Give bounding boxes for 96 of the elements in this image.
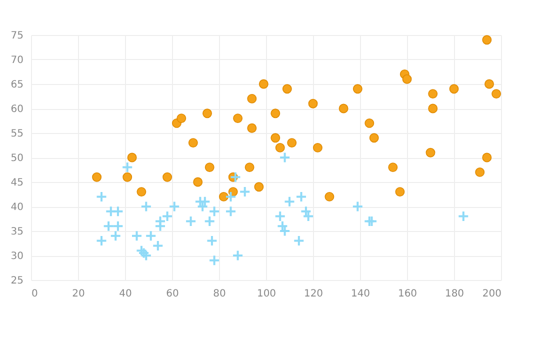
point (145, 230, 157, 242)
point (270, 133, 280, 143)
point (168, 200, 180, 212)
x-tick-label: 0 (32, 288, 38, 300)
x-tick-label: 40 (119, 288, 132, 300)
point (188, 138, 198, 148)
point (364, 118, 374, 128)
x-tick-label: 160 (398, 288, 418, 300)
point (492, 89, 502, 99)
point (395, 187, 405, 197)
point (296, 190, 307, 202)
point (275, 142, 285, 152)
point (239, 186, 251, 198)
y-tick-label: 50 (10, 153, 24, 164)
point (204, 162, 214, 172)
point (162, 172, 172, 182)
point (258, 79, 268, 89)
point (225, 206, 236, 218)
point (308, 98, 318, 108)
point (112, 206, 124, 218)
point (482, 152, 492, 162)
y-tick-label: 40 (10, 202, 24, 213)
point (482, 35, 492, 45)
point (254, 182, 264, 192)
point (131, 230, 142, 242)
point (176, 114, 186, 124)
point (247, 94, 257, 104)
point (112, 220, 124, 232)
point (102, 220, 114, 232)
point (136, 187, 146, 197)
point (324, 192, 334, 202)
point (402, 74, 412, 84)
point (138, 247, 150, 259)
point (475, 167, 485, 177)
point (208, 206, 220, 218)
point (225, 190, 236, 202)
point (274, 210, 286, 222)
point (185, 215, 197, 227)
point (127, 152, 137, 162)
point (484, 79, 494, 89)
point (96, 190, 108, 202)
point (284, 196, 296, 208)
point (279, 152, 291, 164)
point (230, 171, 242, 183)
x-tick-label: 200 (482, 288, 502, 300)
point (154, 215, 166, 227)
y-tick-label: 25 (10, 276, 24, 286)
point (366, 215, 378, 227)
y-tick-label: 70 (10, 55, 24, 66)
point (428, 89, 438, 99)
point (202, 108, 212, 118)
point (247, 123, 257, 133)
point (232, 250, 244, 262)
point (206, 235, 218, 247)
point (312, 142, 322, 152)
point (338, 104, 348, 114)
point (369, 133, 379, 143)
point (426, 148, 436, 158)
point (428, 104, 438, 114)
point (96, 235, 108, 247)
point (152, 240, 164, 252)
y-tick-label: 30 (10, 251, 24, 262)
x-tick-label: 120 (304, 288, 324, 300)
point (218, 192, 228, 202)
y-tick-label: 35 (10, 226, 24, 238)
point (208, 254, 220, 266)
x-tick-label: 20 (72, 288, 85, 300)
point (458, 210, 470, 222)
point (140, 200, 152, 212)
point (233, 114, 243, 124)
point (293, 235, 305, 247)
point (244, 162, 254, 172)
point (449, 84, 459, 94)
point (270, 108, 280, 118)
y-tick-label: 65 (10, 80, 24, 90)
y-tick-label: 55 (10, 128, 24, 140)
y-tick-label: 45 (10, 178, 24, 188)
point (162, 210, 174, 222)
point (352, 84, 362, 94)
point (193, 177, 203, 187)
point (282, 84, 292, 94)
point (352, 200, 364, 212)
point (92, 172, 102, 182)
x-tick-label: 140 (350, 288, 370, 300)
x-tick-label: 180 (444, 288, 464, 300)
point (122, 172, 132, 182)
x-tick-label: 60 (166, 288, 179, 300)
y-tick-label: 75 (10, 30, 24, 42)
point (110, 230, 122, 242)
point (204, 215, 216, 227)
x-tick-label: 80 (213, 288, 226, 300)
point (122, 162, 134, 174)
point (287, 138, 297, 148)
point (388, 162, 398, 172)
y-tick-label: 60 (10, 104, 24, 115)
x-tick-label: 100 (256, 288, 276, 300)
